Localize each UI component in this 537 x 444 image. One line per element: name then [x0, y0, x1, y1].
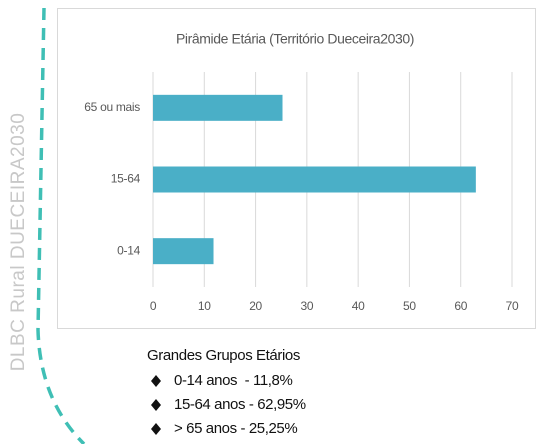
- x-tick-label: 60: [454, 299, 467, 313]
- bar: [153, 94, 283, 121]
- note-item: 15-64 anos - 62,95%: [174, 396, 306, 413]
- bullet: [151, 375, 161, 387]
- bar: [153, 238, 214, 265]
- y-tick-label: 0-14: [117, 243, 140, 257]
- note-item: > 65 anos - 25,25%: [174, 420, 297, 437]
- y-tick-label: 15-64: [111, 172, 141, 186]
- bullet: [151, 423, 161, 435]
- decorative-curve: [36, 7, 86, 444]
- sidebar-text: DLBC Rural DUECEIRA2030: [8, 113, 29, 372]
- note-item: 0-14 anos - 11,8%: [174, 372, 292, 389]
- notes-title: Grandes Grupos Etários: [147, 347, 300, 364]
- x-tick-label: 50: [403, 299, 416, 313]
- x-tick-label: 30: [300, 299, 313, 313]
- y-tick-label: 65 ou mais: [84, 100, 140, 114]
- x-tick-label: 10: [198, 299, 211, 313]
- notes: Grandes Grupos Etários: [147, 347, 300, 364]
- bar: [153, 166, 476, 193]
- x-tick-label: 40: [352, 299, 365, 313]
- x-tick-label: 0: [150, 299, 157, 313]
- chart-title: Pirâmide Etária (Território Dueceira2030…: [176, 31, 414, 47]
- bullet: [151, 399, 161, 411]
- x-tick-label: 70: [506, 299, 519, 313]
- x-tick-label: 20: [249, 299, 262, 313]
